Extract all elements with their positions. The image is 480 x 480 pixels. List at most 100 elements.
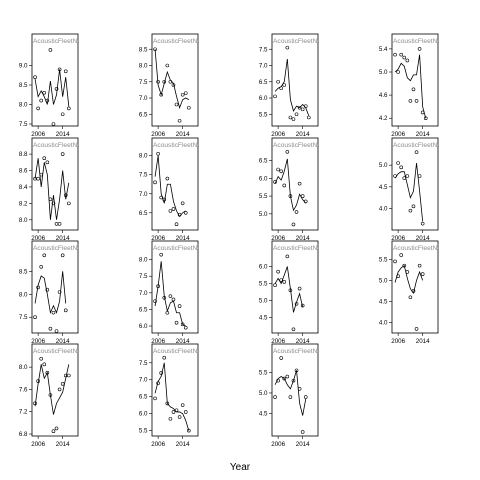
data-point <box>288 395 293 399</box>
y-tick-label: 5.0 <box>379 69 388 76</box>
panel-strip-label: AcousticFleetNoise <box>393 245 450 252</box>
data-point <box>45 370 50 375</box>
y-tick-label: 4.0 <box>379 206 388 213</box>
data-point <box>168 79 173 84</box>
data-point <box>291 117 296 121</box>
data-point <box>396 161 400 165</box>
data-point <box>420 221 425 226</box>
x-tick-label: 2006 <box>271 441 285 448</box>
y-tick-label: 4.5 <box>259 410 268 417</box>
y-tick-label: 7.5 <box>19 121 28 128</box>
data-point <box>36 285 40 290</box>
y-tick-label: 8.0 <box>139 153 148 160</box>
x-tick-label: 2006 <box>271 235 285 242</box>
series-line <box>394 162 424 222</box>
data-point <box>180 403 185 407</box>
y-tick-label: 8.0 <box>19 291 28 298</box>
x-tick-label: 2014 <box>56 131 70 138</box>
y-tick-label: 5.0 <box>379 277 388 284</box>
panel-0-2: AcousticFleetNoise 5.5 6.0 6.5 7.0 7.5 2006 201… <box>259 33 319 138</box>
y-tick-label: 6.5 <box>139 210 148 217</box>
data-point <box>67 201 71 206</box>
data-point <box>396 274 400 278</box>
data-point <box>48 197 53 202</box>
data-point <box>273 283 277 288</box>
data-point <box>57 67 62 72</box>
y-tick-label: 4.5 <box>379 184 388 191</box>
data-point <box>411 289 416 293</box>
y-tick-label: 4.5 <box>259 314 268 321</box>
panel-0-1: AcousticFleetNoise 6.5 7.0 7.5 8.0 8.5 2006 201… <box>139 33 210 138</box>
data-point <box>291 327 296 332</box>
data-point <box>399 52 404 57</box>
data-point <box>162 355 167 360</box>
data-point <box>159 371 163 375</box>
data-point <box>153 180 157 185</box>
data-point <box>276 378 280 383</box>
data-point <box>417 174 422 178</box>
data-point <box>171 297 176 302</box>
data-point <box>60 253 65 258</box>
panel-frame <box>271 137 319 231</box>
panel-strip-label: AcousticFleetNoise <box>153 38 210 45</box>
data-point <box>294 210 299 214</box>
data-point <box>300 303 305 308</box>
data-point <box>36 176 40 181</box>
data-point <box>63 69 68 74</box>
data-point <box>276 269 280 274</box>
data-point <box>33 401 37 406</box>
y-tick-label: 7.0 <box>139 377 148 384</box>
y-tick-label: 8.5 <box>19 82 28 89</box>
panel-frame <box>271 33 319 127</box>
data-point <box>408 208 413 213</box>
y-tick-label: 4.2 <box>379 115 388 122</box>
data-point <box>45 287 50 292</box>
y-tick-label: 8.0 <box>19 102 28 109</box>
data-point <box>411 204 416 209</box>
series-line <box>34 364 70 415</box>
y-tick-label: 7.0 <box>139 290 148 297</box>
data-point <box>282 83 287 87</box>
data-point <box>42 253 47 258</box>
data-point <box>399 253 404 257</box>
y-tick-label: 6.0 <box>139 323 148 330</box>
data-point <box>183 325 188 330</box>
data-point <box>156 284 160 288</box>
y-tick-label: 6.8 <box>19 431 28 438</box>
y-tick-label: 5.0 <box>259 297 268 304</box>
x-tick-label: 2006 <box>31 235 45 242</box>
data-point <box>408 295 413 300</box>
data-point <box>420 110 425 115</box>
data-point <box>294 302 299 306</box>
x-axis-label: Year <box>230 462 251 473</box>
data-point <box>45 98 50 103</box>
y-tick-label: 7.0 <box>139 95 148 102</box>
x-tick-label: 2014 <box>56 338 70 345</box>
data-point <box>423 116 428 121</box>
panel-2-1: AcousticFleetNoise 6.0 6.5 7.0 7.5 8.0 2006 201… <box>139 240 210 345</box>
data-point <box>39 356 44 361</box>
y-tick-label: 6.5 <box>139 306 148 313</box>
x-tick-label: 2014 <box>416 131 430 138</box>
panel-strip-label: AcousticFleetNoise <box>153 245 210 252</box>
y-tick-label: 5.0 <box>259 211 268 218</box>
data-point <box>165 63 170 68</box>
data-point <box>33 315 37 320</box>
data-point <box>282 376 287 381</box>
data-point <box>171 207 176 211</box>
panel-3-0: AcousticFleetNoise 6.8 7.2 7.6 8.0 2006 2014 <box>19 343 79 448</box>
x-tick-label: 2006 <box>391 131 405 138</box>
data-point <box>156 79 160 84</box>
y-tick-label: 4.0 <box>379 320 388 327</box>
data-point <box>39 172 44 177</box>
data-point <box>294 368 299 373</box>
panel-2-3: AcousticFleetNoise 4.0 4.5 5.0 5.5 2006 2014 <box>379 240 450 345</box>
data-point <box>183 210 188 215</box>
x-tick-label: 2006 <box>31 441 45 448</box>
y-tick-label: 5.0 <box>379 162 388 169</box>
panel-strip-label: AcousticFleetNoise <box>393 142 450 149</box>
panel-0-0: AcousticFleetNoise 7.5 8.0 8.5 9.0 2006 2014 <box>19 33 90 138</box>
series-line <box>154 155 186 218</box>
data-point <box>180 201 185 206</box>
panel-strip-label: AcousticFleetNoise <box>33 38 90 45</box>
